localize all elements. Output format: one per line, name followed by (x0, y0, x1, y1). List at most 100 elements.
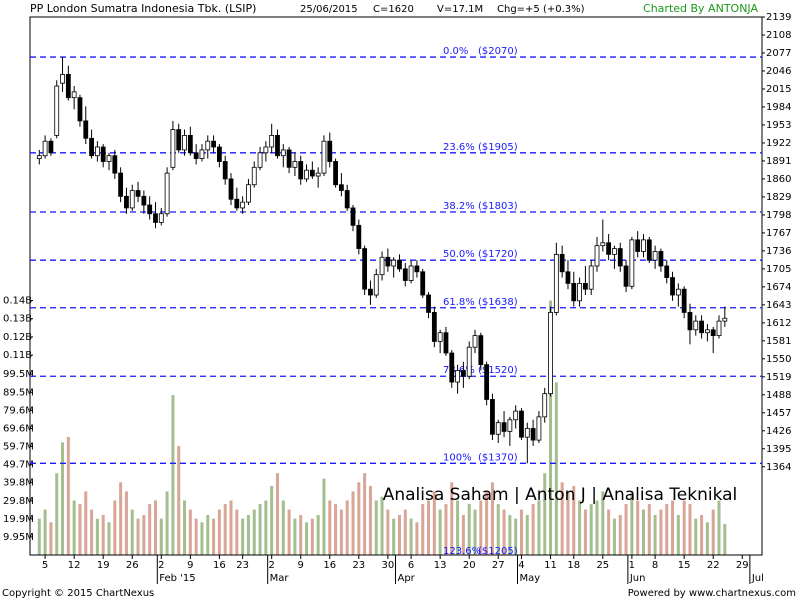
volume-bar (508, 515, 512, 555)
fib-price: ($1520) (478, 365, 518, 376)
candle-body (635, 239, 641, 252)
volume-bar (473, 509, 477, 555)
candle-body (118, 172, 124, 197)
candle-body (704, 329, 710, 334)
volume-bar (95, 518, 99, 555)
candle-body (675, 288, 681, 296)
y-tick-label: 1395 (766, 444, 791, 455)
candle-body (141, 195, 147, 206)
volume-bar (607, 509, 611, 555)
volume-bar (630, 491, 634, 555)
candle-body (321, 140, 327, 174)
volume-bar (421, 504, 425, 555)
candle-body (350, 207, 356, 226)
volume-bar (467, 504, 471, 555)
y-tick-label: 1550 (766, 354, 791, 365)
volume-bar (159, 518, 163, 555)
candle-body (36, 155, 42, 160)
fib-level: 23.6% (443, 142, 475, 153)
volume-bar (659, 509, 663, 555)
candle-body (478, 335, 484, 366)
candle-body (565, 271, 571, 284)
candle-body (693, 320, 699, 331)
fib-level: 38.2% (443, 201, 475, 212)
y-tick-label: 2046 (766, 66, 791, 77)
x-tick-label: 29 (736, 560, 749, 571)
candle-body (681, 288, 687, 313)
volume-bar (374, 500, 378, 555)
candle-body (472, 335, 478, 348)
volume-bar (566, 491, 570, 555)
volume-bar (275, 473, 279, 555)
candle-body (48, 140, 54, 154)
volume-bar (258, 504, 262, 555)
y-tick-label: 1829 (766, 192, 791, 203)
volume-info: V=17.1M (437, 4, 483, 15)
volume-bar (101, 515, 105, 555)
volume-bar (456, 500, 460, 555)
volume-bar (705, 522, 709, 555)
copyright: Copyright © 2015 ChartNexus (2, 588, 154, 599)
candle-body (298, 161, 304, 180)
candle-body (77, 97, 83, 122)
close: C=1620 (373, 4, 414, 15)
plot-frame (29, 16, 763, 556)
month-label: Jun (629, 573, 646, 584)
volume-tick-label: 0.11B (3, 350, 32, 361)
x-tick-label: 27 (492, 560, 505, 571)
x-tick-label: 16 (213, 560, 226, 571)
volume-bar (723, 523, 727, 555)
y-tick-label: 1860 (766, 174, 791, 185)
x-tick-label: 1 (629, 560, 635, 571)
volume-bar (49, 522, 53, 555)
candle-body (368, 288, 373, 296)
volume-bar (397, 515, 401, 555)
fib-price: ($2070) (478, 46, 518, 57)
volume-bar (84, 491, 88, 555)
x-tick-label: 18 (567, 560, 580, 571)
y-tick-label: 1953 (766, 120, 791, 131)
candle-body (263, 146, 269, 154)
volume-bar (636, 500, 640, 555)
volume-bar (438, 509, 442, 555)
volume-bar (485, 491, 489, 555)
volume-tick-label: 99.5M (3, 369, 34, 380)
candle-body (170, 129, 176, 168)
candle-body (362, 248, 368, 290)
fib-price: ($1205) (478, 546, 518, 557)
candle-body (182, 134, 187, 151)
candle-body (699, 320, 704, 334)
candle-body (507, 419, 513, 432)
volume-bar (583, 509, 587, 555)
y-tick-label: 1457 (766, 408, 791, 419)
volume-bar (351, 491, 355, 555)
volume-bar (241, 518, 245, 555)
volume-bar (113, 500, 117, 555)
x-tick-label: 5 (42, 560, 48, 571)
y-tick-label: 1426 (766, 426, 791, 437)
volume-bar (357, 482, 361, 555)
y-tick-label: 1922 (766, 138, 791, 149)
candle-body (257, 152, 263, 168)
volume-bar (107, 522, 111, 555)
y-tick-label: 1798 (766, 210, 791, 221)
volume-bar (502, 509, 506, 555)
volume-bar (235, 509, 239, 555)
volume-tick-label: 69.6M (3, 423, 34, 434)
candle-body (333, 161, 338, 186)
volume-bar (368, 485, 372, 555)
candle-body (42, 140, 48, 157)
volume-bar (711, 509, 715, 555)
volume-bar (688, 504, 692, 555)
candle-body (588, 265, 594, 290)
candle-body (519, 410, 524, 438)
volume-bar (136, 518, 140, 555)
candle-body (536, 416, 542, 441)
volume-bar (316, 515, 320, 555)
volume-bar (450, 482, 454, 555)
candle-body (240, 201, 246, 209)
volume-bar (299, 515, 303, 555)
volume-bar (589, 504, 593, 555)
candle-body (443, 332, 449, 354)
y-tick-label: 2108 (766, 30, 791, 41)
